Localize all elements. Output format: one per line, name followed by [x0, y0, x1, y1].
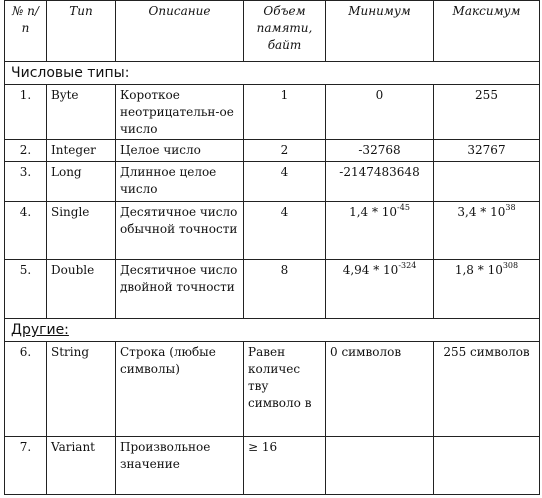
row-max: 255	[433, 84, 540, 140]
header-memory: Объем памяти, байт	[243, 0, 326, 62]
min-base: 4,94 * 10	[342, 263, 399, 277]
row-max: 3,4 * 1038	[433, 201, 540, 260]
row-num: 5.	[4, 259, 47, 319]
row-type: Single	[46, 201, 116, 260]
section-title-other: Другие:	[4, 318, 540, 342]
row-type: Double	[46, 259, 116, 319]
table-row: 6. String Строка (любые символы) Равен к…	[4, 341, 540, 437]
section-row-numeric: Числовые типы:	[4, 61, 540, 85]
max-base: 1,8 * 10	[454, 263, 503, 277]
min-base: 1,4 * 10	[349, 205, 398, 219]
row-memory: 2	[243, 139, 326, 162]
row-max	[433, 436, 540, 495]
header-min: Минимум	[325, 0, 434, 62]
table-row: 7. Variant Произвольное значение ≥ 16	[4, 436, 540, 495]
row-min: -2147483648	[325, 161, 434, 202]
row-max	[433, 161, 540, 202]
min-exponent: -324	[398, 261, 417, 270]
table-row: 2. Integer Целое число 2 -32768 32767	[4, 139, 540, 162]
header-type: Тип	[46, 0, 116, 62]
row-type: String	[46, 341, 116, 437]
row-memory: 4	[243, 201, 326, 260]
header-max: Максимум	[433, 0, 540, 62]
row-num: 3.	[4, 161, 47, 202]
row-type: Variant	[46, 436, 116, 495]
row-num: 4.	[4, 201, 47, 260]
row-max: 255 символов	[433, 341, 540, 437]
row-max: 32767	[433, 139, 540, 162]
row-memory: 4	[243, 161, 326, 202]
row-memory: 1	[243, 84, 326, 140]
data-types-table: № п/п Тип Описание Объем памяти, байт Ми…	[4, 0, 540, 495]
row-min: 0	[325, 84, 434, 140]
table-row: 1. Byte Короткое неотрицательн-ое число …	[4, 84, 540, 140]
row-description: Строка (любые символы)	[115, 341, 244, 437]
row-description: Десятичное число обычной точности	[115, 201, 244, 260]
row-description: Произвольное значение	[115, 436, 244, 495]
table-row: 4. Single Десятичное число обычной точно…	[4, 201, 540, 260]
row-memory: 8	[243, 259, 326, 319]
header-description: Описание	[115, 0, 244, 62]
row-min: 1,4 * 10-45	[325, 201, 434, 260]
row-memory: ≥ 16	[243, 436, 326, 495]
table-row: 5. Double Десятичное число двойной точно…	[4, 259, 540, 319]
header-row: № п/п Тип Описание Объем памяти, байт Ми…	[4, 0, 540, 62]
row-num: 1.	[4, 84, 47, 140]
row-type: Integer	[46, 139, 116, 162]
max-exponent: 308	[502, 261, 519, 270]
row-min	[325, 436, 434, 495]
row-type: Long	[46, 161, 116, 202]
row-num: 2.	[4, 139, 47, 162]
row-num: 6.	[4, 341, 47, 437]
row-memory: Равен количес тву символо в	[243, 341, 326, 437]
table-row: 3. Long Длинное целое число 4 -214748364…	[4, 161, 540, 202]
row-min: 0 символов	[325, 341, 434, 437]
row-max: 1,8 * 10308	[433, 259, 540, 319]
row-description: Целое число	[115, 139, 244, 162]
min-exponent: -45	[397, 203, 410, 212]
row-num: 7.	[4, 436, 47, 495]
max-exponent: 38	[505, 203, 516, 212]
header-num: № п/п	[4, 0, 47, 62]
section-row-other: Другие:	[4, 318, 540, 342]
row-min: -32768	[325, 139, 434, 162]
row-type: Byte	[46, 84, 116, 140]
row-description: Длинное целое число	[115, 161, 244, 202]
row-description: Десятичное число двойной точности	[115, 259, 244, 319]
row-min: 4,94 * 10-324	[325, 259, 434, 319]
section-title-numeric: Числовые типы:	[4, 61, 540, 85]
row-description: Короткое неотрицательн-ое число	[115, 84, 244, 140]
max-base: 3,4 * 10	[457, 205, 506, 219]
